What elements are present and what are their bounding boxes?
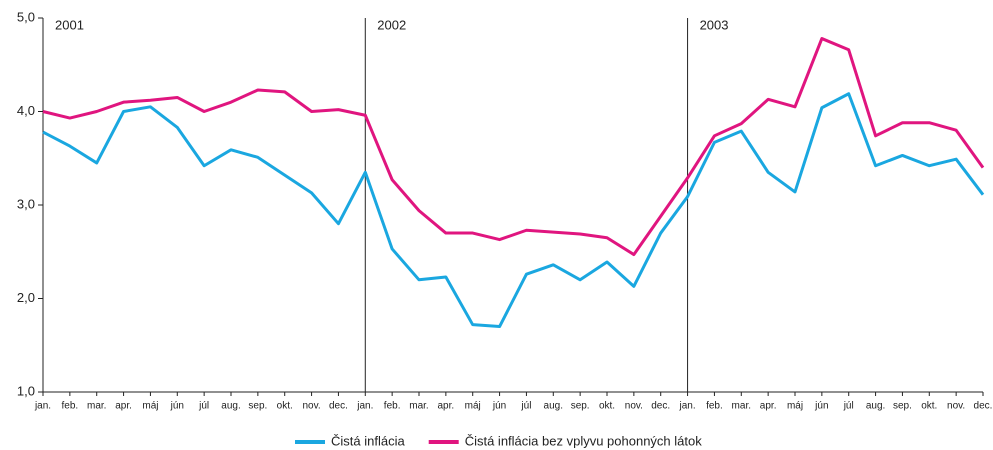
x-tick-label xl: apr. [115, 401, 132, 412]
x-tick-label xl: jan. [34, 401, 51, 412]
year-label: 2003 [700, 17, 729, 32]
y-tick-label: 3,0 [17, 196, 35, 211]
legend-label: Čistá inflácia bez vplyvu pohonných láto… [465, 433, 703, 448]
x-tick-label xl: feb. [62, 401, 79, 412]
x-tick-label xl: mar. [732, 401, 751, 412]
x-tick-label xl: nov. [625, 401, 643, 412]
x-tick-label xl: dec. [974, 401, 993, 412]
x-tick-label xl: apr. [760, 401, 777, 412]
year-label: 2001 [55, 17, 84, 32]
series-line [42, 92, 985, 329]
y-tick-label: 1,0 [17, 383, 35, 398]
x-tick-label xl: aug. [544, 401, 563, 412]
x-tick-label xl: okt. [921, 401, 937, 412]
x-tick-label xl: sep. [571, 401, 590, 412]
x-tick-label xl: okt. [277, 401, 293, 412]
x-tick-label xl: jan. [679, 401, 696, 412]
x-tick-label xl: jún [492, 401, 506, 412]
x-tick-label xl: mar. [409, 401, 428, 412]
x-tick-label xl: aug. [221, 401, 240, 412]
x-tick-label xl: máj [787, 401, 803, 412]
x-tick-label xl: feb. [384, 401, 401, 412]
x-tick-label xl: júl [843, 401, 854, 412]
x-tick-label xl: dec. [651, 401, 670, 412]
x-tick-label xl: apr. [438, 401, 455, 412]
x-tick-label xl: máj [142, 401, 158, 412]
year-label: 2002 [377, 17, 406, 32]
y-tick-label: 2,0 [17, 290, 35, 305]
x-tick-label xl: nov. [947, 401, 965, 412]
x-tick-label xl: nov. [302, 401, 320, 412]
x-tick-label xl: júl [520, 401, 531, 412]
x-tick-label xl: sep. [893, 401, 912, 412]
x-tick-label xl: jún [814, 401, 828, 412]
y-tick-label: 4,0 [17, 103, 35, 118]
y-tick-label: 5,0 [17, 9, 35, 24]
x-tick-label xl: feb. [706, 401, 723, 412]
x-tick-label xl: sep. [248, 401, 267, 412]
x-tick-label xl: jún [170, 401, 184, 412]
x-tick-label xl: okt. [599, 401, 615, 412]
x-tick-label xl: jan. [356, 401, 373, 412]
x-tick-label xl: mar. [87, 401, 106, 412]
x-tick-label xl: dec. [329, 401, 348, 412]
x-tick-label xl: máj [465, 401, 481, 412]
x-tick-label xl: aug. [866, 401, 885, 412]
x-tick-label xl: júl [198, 401, 209, 412]
legend-label: Čistá inflácia [331, 433, 405, 448]
series-line [42, 37, 985, 257]
